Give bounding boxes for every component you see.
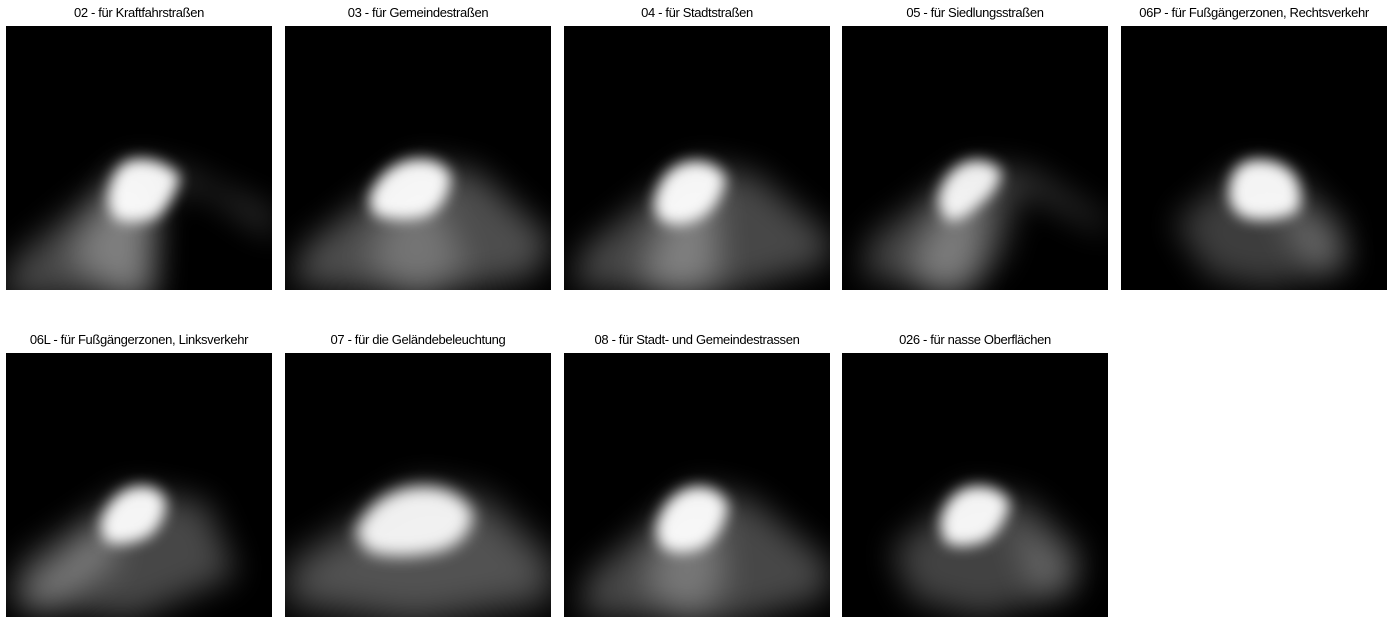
light-distribution-image xyxy=(564,26,830,290)
tile-label: 08 - für Stadt- und Gemeindestrassen xyxy=(594,332,800,347)
light-distribution-image xyxy=(285,26,551,290)
tile-label: 05 - für Siedlungsstraßen xyxy=(906,5,1044,20)
light-distribution-image xyxy=(285,353,551,617)
light-distribution-image xyxy=(6,26,272,290)
light-distribution-image xyxy=(842,353,1108,617)
tile-label: 06P - für Fußgängerzonen, Rechtsverkehr xyxy=(1139,5,1369,20)
light-distribution-image xyxy=(1121,26,1387,290)
tile-label: 026 - für nasse Oberflächen xyxy=(899,332,1051,347)
tile-label: 02 - für Kraftfahrstraßen xyxy=(74,5,204,20)
tile-label: 03 - für Gemeindestraßen xyxy=(347,5,489,20)
tile-label: 04 - für Stadtstraßen xyxy=(641,5,753,20)
light-distribution-image xyxy=(6,353,272,617)
tile-label: 06L - für Fußgängerzonen, Linksverkehr xyxy=(29,332,249,347)
tile-label: 07 - für die Geländebeleuchtung xyxy=(330,332,506,347)
light-distribution-image xyxy=(564,353,830,617)
light-distribution-image xyxy=(842,26,1108,290)
